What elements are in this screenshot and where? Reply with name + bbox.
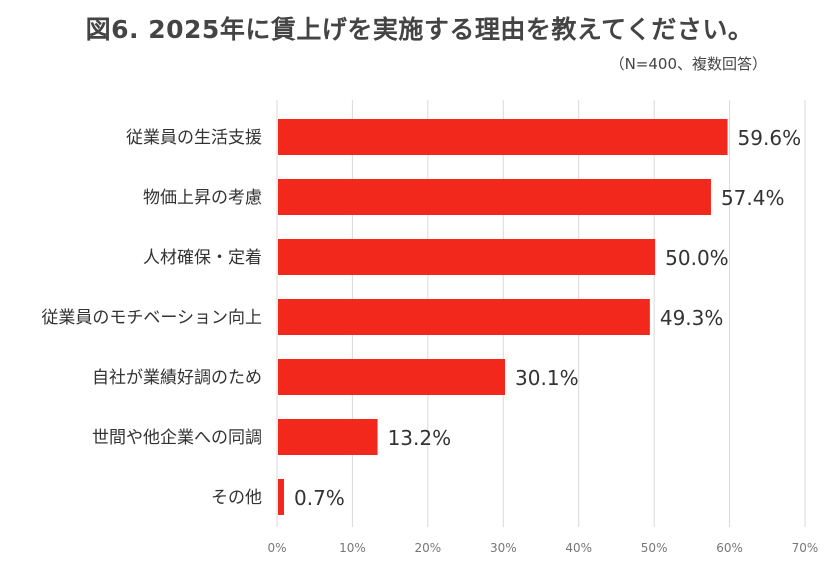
data-label: 59.6%: [738, 126, 802, 150]
bar: [278, 179, 711, 215]
category-label: 従業員の生活支援: [126, 128, 262, 148]
x-tick-label: 20%: [415, 541, 442, 555]
bar: [278, 359, 506, 395]
x-tick-label: 70%: [792, 541, 819, 555]
category-label: 従業員のモチベーション向上: [41, 308, 262, 328]
bar: [278, 299, 650, 335]
x-tick-label: 40%: [565, 541, 592, 555]
category-label: その他: [211, 488, 262, 508]
x-tick-label: 10%: [339, 541, 366, 555]
data-label: 0.7%: [294, 486, 345, 510]
x-tick-label: 30%: [490, 541, 517, 555]
data-label: 50.0%: [665, 246, 729, 270]
x-tick-label: 60%: [716, 541, 743, 555]
category-label: 自社が業績好調のため: [92, 368, 262, 388]
chart-subtitle: （N=400、複数回答）: [609, 55, 767, 73]
data-label: 57.4%: [721, 186, 785, 210]
category-label: 世間や他企業への同調: [92, 428, 262, 448]
bar: [278, 239, 656, 275]
bar: [278, 479, 284, 515]
data-label: 49.3%: [660, 306, 724, 330]
x-tick-label: 50%: [641, 541, 668, 555]
chart-title: 図6. 2025年に賃上げを実施する理由を教えてください。: [85, 15, 754, 44]
bar: [278, 119, 728, 155]
category-label: 人材確保・定着: [143, 248, 262, 268]
bar: [278, 419, 378, 455]
x-tick-label: 0%: [267, 541, 286, 555]
category-label: 物価上昇の考慮: [143, 188, 262, 208]
data-label: 13.2%: [388, 426, 452, 450]
data-label: 30.1%: [515, 366, 579, 390]
